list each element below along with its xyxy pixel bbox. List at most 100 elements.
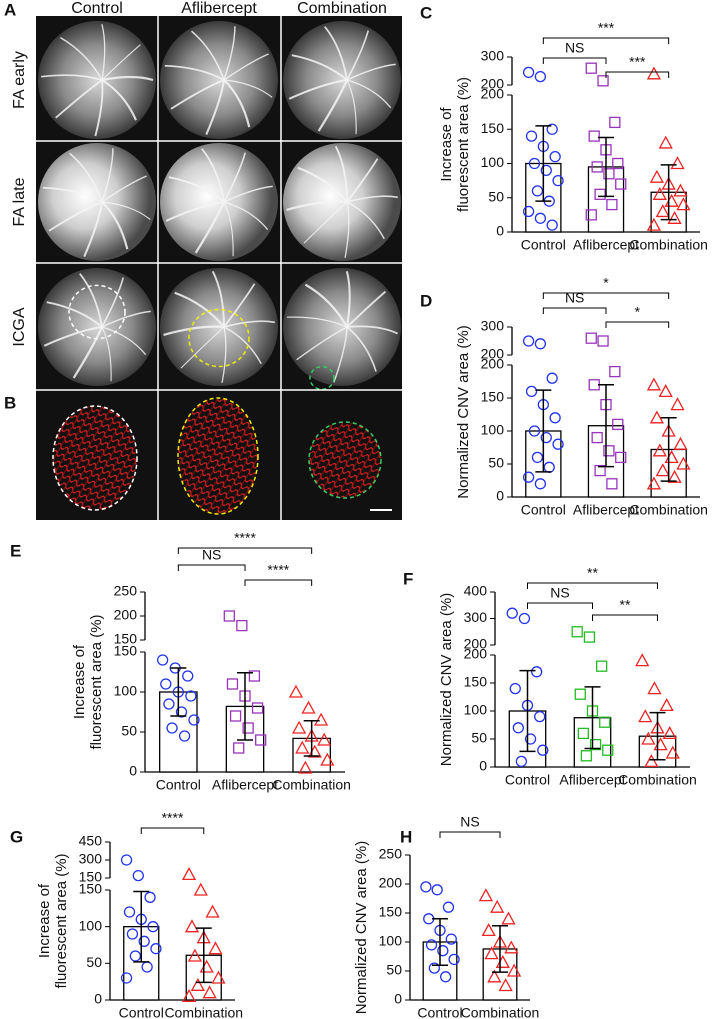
vessel [211, 270, 225, 328]
data-point [588, 130, 600, 142]
data-point [540, 164, 552, 177]
significance-bracket [542, 292, 670, 299]
y-tick-label: 100 [114, 683, 138, 699]
data-point [646, 377, 662, 391]
vessel [60, 36, 103, 81]
data-point [132, 869, 144, 882]
data-point [549, 412, 561, 424]
y-tick-label: 150 [379, 904, 403, 920]
y-axis-label: Normalized CNV area (%) [455, 325, 472, 498]
data-point [182, 670, 194, 682]
data-point [534, 710, 546, 723]
vessel [101, 44, 141, 81]
vessel [286, 200, 348, 211]
image-panel [36, 16, 402, 520]
x-tick-label: Control [156, 777, 201, 793]
data-point [596, 660, 608, 672]
data-point [166, 722, 178, 734]
data-point [646, 217, 662, 231]
data-point [528, 425, 541, 437]
vessel [48, 201, 103, 232]
significance-bracket [605, 71, 670, 78]
significance-bracket [439, 831, 501, 838]
y-tick-label: 100 [79, 917, 103, 933]
data-point [211, 970, 226, 984]
data-point [431, 884, 443, 896]
data-point [652, 443, 667, 457]
data-point [236, 619, 248, 632]
error-bar [303, 720, 320, 757]
significance-label: ** [620, 597, 631, 613]
y-tick-label: 100 [379, 933, 403, 949]
y-tick-label: 100 [464, 702, 488, 718]
x-tick-label: Control [521, 237, 566, 253]
y-axis-label: Normalized CNV area (%) [438, 593, 455, 766]
data-point [518, 612, 531, 625]
significance-label: **** [162, 810, 184, 826]
column-header: Combination [297, 0, 387, 17]
x-tick-label: Control [505, 772, 550, 788]
y-tick-label: 150 [481, 120, 505, 136]
fundus-image [160, 21, 278, 139]
vessel [101, 75, 154, 82]
vessel [333, 326, 348, 383]
vessel [168, 176, 225, 203]
vessel [101, 326, 147, 356]
data-point [534, 338, 547, 350]
y-tick-label: 100 [481, 422, 505, 438]
data-point [298, 760, 313, 774]
vessel [164, 64, 225, 81]
data-point [317, 732, 332, 746]
data-point [522, 205, 535, 218]
data-point [658, 384, 673, 398]
fundus-image [283, 268, 401, 386]
vessel [334, 145, 348, 203]
vessel [223, 201, 234, 257]
data-point [665, 745, 680, 759]
data-point [193, 882, 208, 896]
data-point [655, 463, 670, 477]
vessel [42, 186, 103, 203]
significance-bracket [592, 614, 658, 621]
data-point [585, 332, 597, 344]
data-point [662, 726, 677, 740]
vessel [101, 277, 125, 328]
significance-bracket [244, 579, 313, 586]
significance-bracket [177, 547, 313, 554]
significance-label: ** [587, 565, 598, 581]
vessel [46, 301, 103, 328]
y-axis-label: Normalized CNV area (%) [353, 841, 370, 1014]
data-point [647, 681, 662, 695]
error-bar [519, 669, 536, 753]
data-point [676, 197, 691, 211]
data-point [288, 684, 304, 698]
significance-label: **** [267, 562, 289, 578]
vessel [286, 316, 348, 328]
data-point [673, 183, 688, 197]
vessel [291, 54, 348, 81]
error-bar [237, 672, 253, 741]
vessel [43, 325, 103, 347]
x-tick-label: Control [417, 1005, 462, 1019]
data-point [478, 888, 493, 902]
data-point [226, 678, 239, 690]
y-tick-label: 0 [394, 991, 402, 1007]
data-point [178, 730, 191, 742]
significance-label: **** [234, 530, 256, 546]
data-point [208, 941, 223, 955]
data-point [609, 116, 621, 129]
vessel [101, 24, 106, 81]
data-point [187, 948, 203, 962]
y-axis-label: Increase of [36, 883, 53, 958]
data-point [522, 335, 535, 347]
vessel [346, 201, 385, 240]
data-point [546, 372, 558, 384]
data-point [163, 698, 175, 710]
lesion-outline [309, 365, 335, 391]
y-tick-label: 150 [114, 631, 138, 647]
error-bar [195, 927, 212, 984]
vessel [201, 148, 225, 203]
data-point [233, 742, 245, 754]
lesion-outline [188, 308, 250, 368]
vessel [101, 201, 151, 220]
